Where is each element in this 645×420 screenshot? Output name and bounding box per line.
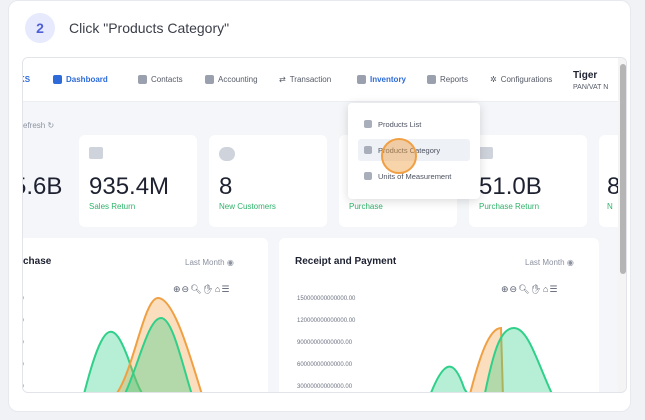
stat-value: 8	[219, 173, 233, 200]
arrow-right-icon	[479, 147, 493, 159]
company-name: Tiger	[573, 70, 598, 81]
chart-toolbar[interactable]: ⊕⊖🔍︎✋︎⌂☰	[173, 284, 231, 294]
box-icon	[205, 75, 214, 84]
period-select[interactable]: Last Month ◉	[185, 258, 234, 267]
stat-label: New Customers	[219, 202, 276, 211]
ruler-icon	[364, 172, 372, 180]
reports-icon	[427, 75, 436, 84]
stat-value: 935.4M	[89, 173, 170, 200]
stat-card-sales-return: 935.4M Sales Return	[79, 135, 197, 227]
stat-card-sales: 5.6B	[23, 135, 71, 227]
nav-item-reports[interactable]: Reports	[427, 75, 468, 84]
return-icon	[89, 147, 103, 159]
purchase-chart-panel: chase Last Month ◉ ⊕⊖🔍︎✋︎⌂☰ 00 00 00 00 …	[23, 238, 268, 392]
nav-label: Transaction	[289, 75, 332, 84]
period-label: Last Month	[185, 258, 225, 267]
refresh-button[interactable]: efresh ↻	[23, 121, 54, 130]
vertical-scrollbar[interactable]	[618, 58, 626, 392]
nav-item-dashboard[interactable]: Dashboard	[53, 75, 108, 84]
menu-item-label: Products List	[378, 119, 422, 129]
period-select[interactable]: Last Month ◉	[525, 258, 574, 267]
stat-label: Sales Return	[89, 202, 136, 211]
dashboard-icon	[53, 75, 62, 84]
transfer-icon: ⇄	[279, 75, 286, 84]
nav-label: KS	[23, 75, 31, 84]
step-instruction: Click "Products Category"	[69, 20, 230, 36]
nav-label: Reports	[440, 75, 469, 84]
users-icon	[219, 147, 235, 161]
menu-item-label: Units of Measurement	[378, 171, 452, 181]
gear-icon: ✲	[490, 75, 497, 84]
grid-icon	[364, 146, 372, 154]
stat-value: 51.0B	[479, 173, 542, 200]
receipt-payment-chart-area	[430, 326, 553, 392]
series-green	[83, 330, 143, 392]
stat-label: Purchase	[349, 202, 383, 211]
chart-toolbar[interactable]: ⊕⊖🔍︎✋︎⌂☰	[501, 284, 559, 294]
menu-item-units-of-measurement[interactable]: Units of Measurement	[358, 165, 470, 187]
menu-item-products-list[interactable]: Products List	[358, 113, 470, 135]
nav-label: Accounting	[218, 75, 258, 84]
y-tick: 00	[23, 318, 24, 324]
stat-value: 8	[607, 173, 621, 200]
settings-icon: ◉	[226, 258, 234, 267]
stat-label: N	[607, 202, 613, 211]
scrollbar-thumb[interactable]	[620, 64, 626, 274]
y-tick: 00	[23, 384, 24, 390]
y-tick: 00	[23, 296, 24, 302]
refresh-icon: ↻	[47, 121, 55, 130]
period-label: Last Month	[525, 258, 565, 267]
step-number-badge: 2	[25, 13, 55, 43]
stat-card-purchase-return: 51.0B Purchase Return	[469, 135, 587, 227]
purchase-chart-area	[83, 296, 203, 392]
series-green-2	[484, 326, 553, 392]
nav-item-accounting[interactable]: Accounting	[205, 75, 258, 84]
receipt-payment-panel: Receipt and Payment Last Month ◉ ⊕⊖🔍︎✋︎⌂…	[279, 238, 599, 392]
refresh-label: efresh	[23, 121, 46, 130]
y-tick: 00	[23, 340, 24, 346]
y-tick: 60000000000000.00	[297, 362, 353, 368]
y-tick: 120000000000000.00	[297, 318, 356, 324]
y-tick: 00	[23, 362, 24, 368]
top-nav: KS Dashboard Contacts Accounting ⇄ Trans…	[23, 58, 618, 102]
y-tick: 90000000000000.00	[297, 340, 353, 346]
inventory-icon	[357, 75, 366, 84]
y-tick: 30000000000000.00	[297, 384, 353, 390]
stat-label: Purchase Return	[479, 202, 540, 211]
settings-icon: ◉	[566, 258, 574, 267]
series-green-2	[124, 316, 193, 392]
nav-item-inventory[interactable]: Inventory	[357, 75, 406, 84]
panel-title: chase	[23, 256, 52, 267]
nav-item-home[interactable]: KS	[23, 75, 31, 84]
nav-label: Configurations	[500, 75, 553, 84]
company-pan: PAN/VAT N	[573, 84, 609, 91]
contacts-icon	[138, 75, 147, 84]
nav-label: Dashboard	[66, 75, 108, 84]
nav-label: Contacts	[151, 75, 183, 84]
y-tick: 150000000000000.00	[297, 296, 356, 302]
series-green	[430, 365, 468, 392]
nav-item-transaction[interactable]: ⇄ Transaction	[279, 75, 331, 84]
step-card: 2 Click "Products Category" KS Dashboard…	[8, 0, 631, 412]
nav-item-contacts[interactable]: Contacts	[138, 75, 183, 84]
box-icon	[364, 120, 372, 128]
series-orange	[469, 326, 504, 392]
nav-item-configurations[interactable]: ✲ Configurations	[490, 75, 552, 84]
series-orange	[116, 296, 203, 392]
app-screenshot: KS Dashboard Contacts Accounting ⇄ Trans…	[22, 57, 627, 393]
nav-label: Inventory	[370, 75, 407, 84]
stat-card-customers: 8 New Customers	[209, 135, 327, 227]
click-indicator	[381, 138, 417, 174]
stat-value: 5.6B	[23, 173, 63, 200]
panel-title: Receipt and Payment	[295, 256, 397, 267]
